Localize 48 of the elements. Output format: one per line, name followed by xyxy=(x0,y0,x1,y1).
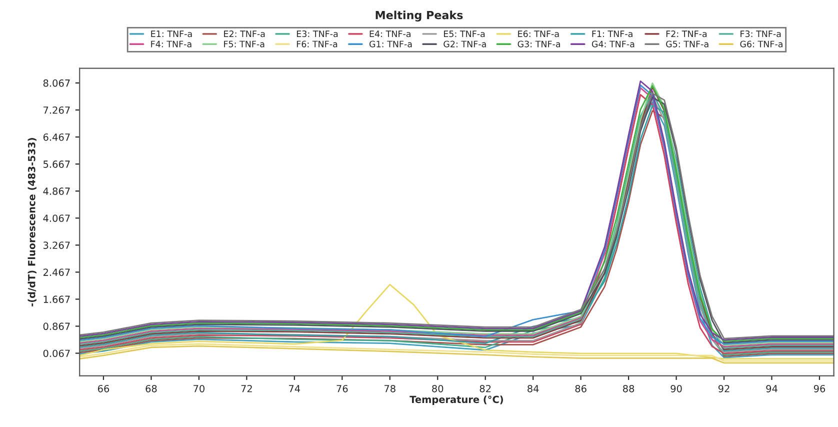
y-tick-label: 0.067 xyxy=(43,350,70,358)
x-tick-label: 68 xyxy=(146,384,157,392)
y-tick-label: 5.667 xyxy=(44,160,70,168)
chart-title: Melting Peaks xyxy=(376,10,463,22)
x-tick-label: 84 xyxy=(528,384,539,392)
legend-label: F3: TNF-a xyxy=(740,30,781,38)
legend-label: F4: TNF-a xyxy=(151,40,192,48)
y-tick-label: 1.667 xyxy=(44,296,70,303)
y-tick-label: 7.267 xyxy=(44,106,70,114)
x-tick-label: 76 xyxy=(336,384,348,392)
x-tick-label: 70 xyxy=(194,384,204,392)
x-tick-label: 82 xyxy=(480,384,491,392)
x-tick-label: 96 xyxy=(814,384,826,392)
y-tick-label: 8.067 xyxy=(43,79,70,87)
legend-label: E6: TNF-a xyxy=(518,30,559,38)
legend-label: G3: TNF-a xyxy=(518,40,560,48)
y-tick-label: 4.867 xyxy=(43,188,70,195)
legend-label: F6: TNF-a xyxy=(296,40,338,48)
y-axis-title: -(d/dT) Fluorescence (483-533) xyxy=(28,138,36,306)
legend-label: E1: TNF-a xyxy=(151,30,192,38)
x-tick-label: 72 xyxy=(241,384,252,392)
y-tick-label: 3.267 xyxy=(43,242,70,249)
y-tick-label: 6.467 xyxy=(43,133,70,141)
legend-label: E4: TNF-a xyxy=(370,30,410,38)
x-tick-label: 88 xyxy=(623,384,634,392)
x-tick-label: 66 xyxy=(98,384,110,392)
legend-label: G2: TNF-a xyxy=(444,40,486,48)
x-tick-label: 94 xyxy=(766,384,778,392)
legend-label: F5: TNF-a xyxy=(224,40,264,48)
y-tick-label: 4.067 xyxy=(43,214,70,222)
x-tick-label: 78 xyxy=(384,384,396,392)
y-tick-label: 2.467 xyxy=(43,268,70,276)
legend-label: G1: TNF-a xyxy=(369,40,412,48)
legend-label: E5: TNF-a xyxy=(444,30,485,38)
x-tick-label: 86 xyxy=(575,384,586,392)
legend-label: F1: TNF-a xyxy=(592,30,632,38)
x-tick-label: 92 xyxy=(718,384,730,392)
x-tick-label: 90 xyxy=(670,384,682,392)
x-tick-label: 80 xyxy=(432,384,444,392)
legend-label: F2: TNF-a xyxy=(666,30,707,38)
legend-label: E2: TNF-a xyxy=(224,30,265,38)
x-axis-title: Temperature (°C) xyxy=(410,396,503,405)
legend-label: G6: TNF-a xyxy=(740,40,782,48)
x-tick-label: 74 xyxy=(289,385,300,392)
legend-label: G5: TNF-a xyxy=(666,40,708,48)
legend-label: G4: TNF-a xyxy=(592,40,634,48)
y-tick-label: 0.867 xyxy=(43,322,70,330)
legend-label: E3: TNF-a xyxy=(296,30,338,38)
